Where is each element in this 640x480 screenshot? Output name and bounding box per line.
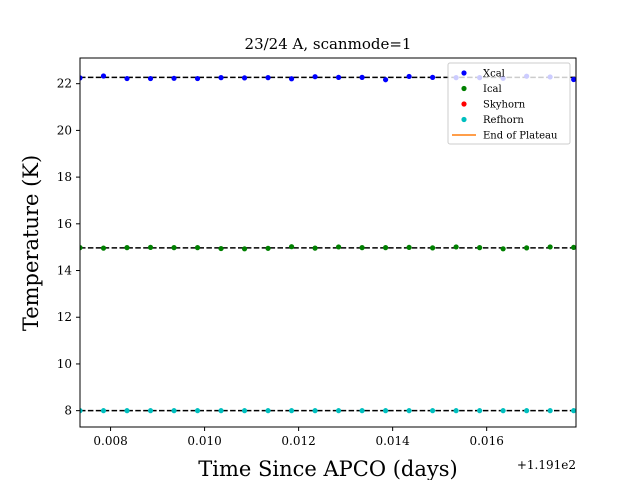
point-xcal-2 bbox=[124, 75, 130, 82]
point-ical-2 bbox=[124, 245, 130, 251]
y-tick-label-3: 14 bbox=[57, 264, 73, 278]
point-refhorn-10 bbox=[312, 408, 318, 414]
y-axis: 8 10 12 14 16 18 20 22 bbox=[57, 77, 80, 418]
point-refhorn-14 bbox=[406, 408, 412, 414]
x-tick-label-2: 0.012 bbox=[281, 434, 315, 448]
point-refhorn-3 bbox=[147, 408, 154, 414]
x-tick-label-3: 0.014 bbox=[375, 434, 410, 448]
point-ical-14 bbox=[406, 244, 412, 251]
point-refhorn-6 bbox=[218, 408, 224, 414]
legend-marker-ical bbox=[461, 85, 467, 92]
point-ical-19 bbox=[524, 245, 530, 251]
point-refhorn-17 bbox=[477, 408, 483, 414]
point-refhorn-2 bbox=[124, 408, 130, 414]
point-xcal-6 bbox=[218, 75, 224, 81]
x-offset-label: +1.191e2 bbox=[517, 458, 576, 472]
y-tick-label-0: 8 bbox=[64, 404, 72, 418]
point-ical-9 bbox=[288, 244, 295, 250]
point-ical-13 bbox=[382, 245, 389, 251]
point-xcal-7 bbox=[241, 75, 248, 81]
point-xcal-10 bbox=[312, 74, 318, 80]
x-tick-label-1: 0.010 bbox=[187, 434, 221, 448]
point-refhorn-8 bbox=[265, 408, 271, 414]
point-refhorn-4 bbox=[171, 408, 177, 414]
point-xcal-11 bbox=[335, 74, 342, 80]
y-tick-label-4: 16 bbox=[57, 217, 72, 231]
point-refhorn-9 bbox=[288, 408, 295, 414]
legend-label-xcal: Xcal bbox=[483, 69, 505, 80]
y-tick-label-7: 22 bbox=[57, 77, 72, 91]
point-xcal-9 bbox=[288, 76, 295, 82]
point-refhorn-0 bbox=[80, 408, 83, 414]
point-ical-5 bbox=[194, 245, 201, 251]
point-refhorn-21 bbox=[571, 408, 576, 414]
point-refhorn-5 bbox=[194, 408, 201, 414]
y-tick-label-6: 20 bbox=[57, 123, 72, 137]
point-xcal-21 bbox=[571, 76, 576, 83]
point-ical-10 bbox=[312, 245, 318, 251]
legend: Xcal Ical Skyhorn Refhorn End of Plateau bbox=[447, 62, 571, 145]
point-refhorn-19 bbox=[524, 408, 530, 414]
point-refhorn-16 bbox=[453, 408, 459, 414]
point-refhorn-12 bbox=[359, 408, 365, 414]
point-xcal-8 bbox=[265, 75, 271, 81]
point-ical-20 bbox=[547, 244, 553, 250]
point-xcal-4 bbox=[171, 75, 177, 81]
legend-label-end-of-plateau: End of Plateau bbox=[483, 131, 558, 142]
point-xcal-13 bbox=[382, 77, 389, 83]
point-refhorn-11 bbox=[335, 408, 342, 414]
point-ical-21 bbox=[571, 244, 576, 251]
point-xcal-15 bbox=[430, 74, 436, 80]
point-ical-12 bbox=[359, 245, 365, 251]
point-refhorn-7 bbox=[241, 408, 248, 414]
legend-label-skyhorn: Skyhorn bbox=[483, 100, 526, 111]
y-tick-label-2: 12 bbox=[57, 310, 72, 324]
point-xcal-3 bbox=[147, 75, 154, 82]
legend-label-ical: Ical bbox=[483, 84, 502, 95]
point-xcal-12 bbox=[359, 74, 365, 80]
chart-title: 23/24 A, scanmode=1 bbox=[245, 35, 412, 53]
point-ical-4 bbox=[171, 245, 177, 251]
point-ical-15 bbox=[430, 245, 436, 251]
y-axis-label: Temperature (K) bbox=[19, 155, 43, 331]
point-ical-7 bbox=[241, 246, 248, 252]
point-ical-11 bbox=[335, 244, 342, 250]
point-ical-0 bbox=[80, 245, 83, 251]
x-tick-label-0: 0.008 bbox=[93, 434, 127, 448]
point-xcal-5 bbox=[194, 75, 201, 82]
legend-label-refhorn: Refhorn bbox=[483, 115, 524, 126]
point-ical-1 bbox=[100, 245, 107, 251]
legend-marker-refhorn bbox=[461, 116, 467, 123]
point-refhorn-15 bbox=[430, 408, 436, 414]
y-tick-label-5: 18 bbox=[57, 170, 72, 184]
point-refhorn-20 bbox=[547, 408, 553, 414]
legend-marker-skyhorn bbox=[461, 101, 467, 107]
point-xcal-14 bbox=[406, 73, 412, 80]
point-ical-17 bbox=[477, 245, 483, 251]
x-axis: 0.008 0.010 0.012 0.014 0.016 bbox=[93, 427, 504, 448]
point-refhorn-13 bbox=[382, 408, 389, 414]
point-refhorn-1 bbox=[100, 408, 107, 414]
point-ical-8 bbox=[265, 245, 271, 251]
point-xcal-0 bbox=[80, 75, 83, 81]
point-ical-6 bbox=[218, 245, 224, 252]
point-xcal-1 bbox=[100, 73, 107, 79]
legend-box bbox=[447, 62, 571, 145]
legend-marker-xcal bbox=[461, 70, 467, 76]
point-ical-16 bbox=[453, 244, 459, 250]
x-axis-label: Time Since APCO (days) bbox=[198, 457, 457, 480]
plot-frame bbox=[79, 57, 577, 428]
point-ical-3 bbox=[147, 244, 154, 251]
point-refhorn-18 bbox=[500, 408, 506, 414]
x-tick-label-4: 0.016 bbox=[469, 434, 503, 448]
point-ical-18 bbox=[500, 246, 506, 252]
y-tick-label-1: 10 bbox=[57, 357, 72, 371]
